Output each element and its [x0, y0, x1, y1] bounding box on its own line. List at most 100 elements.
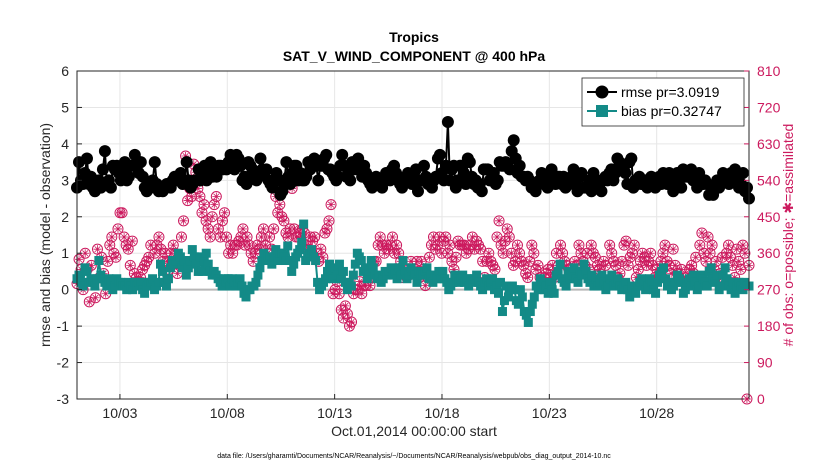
obs-marker-star	[390, 249, 399, 258]
x-tick-label: 10/23	[532, 405, 567, 421]
obs-marker-ring	[126, 235, 138, 247]
bias-point	[730, 288, 740, 298]
obs-marker	[526, 239, 538, 251]
obs-marker-star	[556, 241, 565, 250]
bias-point	[553, 266, 563, 276]
obs-marker-star	[722, 249, 731, 258]
y-right-tick-label: 720	[757, 99, 781, 115]
obs-marker	[706, 239, 718, 251]
obs-marker-star	[386, 241, 395, 250]
legend-rmse-label: rmse pr=3.0919	[621, 84, 720, 100]
obs-marker-star	[429, 233, 438, 242]
obs-marker-star	[204, 224, 213, 233]
obs-marker-star	[113, 224, 122, 233]
obs-marker-star	[478, 257, 487, 266]
obs-marker-star	[179, 216, 188, 225]
obs-marker-star	[212, 192, 221, 201]
obs-marker	[557, 247, 569, 259]
obs-marker-star	[357, 289, 366, 298]
obs-marker-star	[249, 257, 258, 266]
obs-marker-star	[197, 208, 206, 217]
obs-marker-star	[628, 249, 637, 258]
obs-marker-star	[107, 233, 116, 242]
obs-marker	[528, 247, 540, 259]
obs-marker-ring	[219, 207, 231, 219]
obs-marker-star	[355, 277, 364, 286]
obs-marker-star	[216, 233, 225, 242]
obs-marker	[329, 284, 341, 296]
obs-marker-star	[105, 241, 114, 250]
obs-marker-star	[695, 241, 704, 250]
obs-marker-star	[622, 237, 631, 246]
obs-marker-ring	[737, 239, 749, 251]
obs-marker-star	[181, 152, 190, 161]
obs-marker-star	[91, 293, 100, 302]
rmse-point	[98, 145, 111, 158]
obs-marker-star	[632, 273, 641, 282]
obs-marker-star	[617, 257, 626, 266]
obs-marker-star	[730, 273, 739, 282]
obs-marker-star	[238, 224, 247, 233]
obs-marker-star	[501, 237, 510, 246]
obs-marker-ring	[206, 211, 218, 223]
bias-point	[422, 263, 432, 273]
obs-marker-star	[93, 245, 102, 254]
obs-marker-star	[587, 241, 596, 250]
obs-marker-star	[161, 249, 170, 258]
obs-marker-ring	[606, 247, 618, 259]
obs-marker-ring	[514, 247, 526, 259]
obs-marker-star	[275, 200, 284, 209]
obs-marker-ring	[511, 239, 523, 251]
bias-point	[161, 281, 171, 291]
obs-marker	[112, 223, 124, 235]
obs-marker	[178, 215, 190, 227]
obs-marker-ring	[669, 259, 681, 271]
obs-marker-ring	[374, 231, 386, 243]
obs-marker-ring	[518, 259, 530, 271]
obs-marker	[518, 259, 530, 271]
obs-marker	[73, 253, 85, 265]
obs-marker-star	[310, 233, 319, 242]
obs-marker	[167, 239, 179, 251]
obs-marker-star	[595, 265, 604, 274]
obs-marker-star	[224, 249, 233, 258]
obs-marker-star	[167, 249, 176, 258]
obs-marker-star	[290, 224, 299, 233]
obs-marker	[499, 235, 511, 247]
obs-marker	[155, 243, 167, 255]
obs-marker-ring	[83, 296, 95, 308]
obs-marker-star	[208, 212, 217, 221]
obs-marker	[628, 239, 640, 251]
obs-marker-star	[228, 249, 237, 258]
rmse-point	[148, 156, 161, 169]
obs-marker	[200, 215, 212, 227]
obs-marker-star	[361, 281, 370, 290]
bias-point	[148, 274, 158, 284]
legend-bias-label: bias pr=0.32747	[621, 103, 722, 119]
obs-marker-ring	[167, 239, 179, 251]
obs-marker-ring	[73, 253, 85, 265]
obs-marker	[391, 239, 403, 251]
obs-marker-star	[173, 269, 182, 278]
rmse-point	[475, 185, 488, 198]
bias-point	[497, 307, 507, 317]
bias-point	[659, 263, 669, 273]
obs-marker-star	[136, 273, 145, 282]
bias-point	[334, 259, 344, 269]
bias-point	[631, 288, 641, 298]
obs-marker-star	[120, 233, 129, 242]
obs-marker	[346, 316, 358, 328]
bias-point	[495, 277, 505, 287]
bias-point	[527, 299, 537, 309]
obs-marker	[622, 259, 634, 271]
obs-marker-star	[677, 265, 686, 274]
obs-marker-star	[691, 253, 700, 262]
bias-point	[555, 259, 565, 269]
obs-marker-star	[118, 208, 127, 217]
rmse-point	[122, 170, 135, 183]
x-tick-label: 10/13	[317, 405, 352, 421]
obs-marker	[153, 231, 165, 243]
obs-marker-star	[316, 245, 325, 254]
bias-point	[187, 245, 197, 255]
